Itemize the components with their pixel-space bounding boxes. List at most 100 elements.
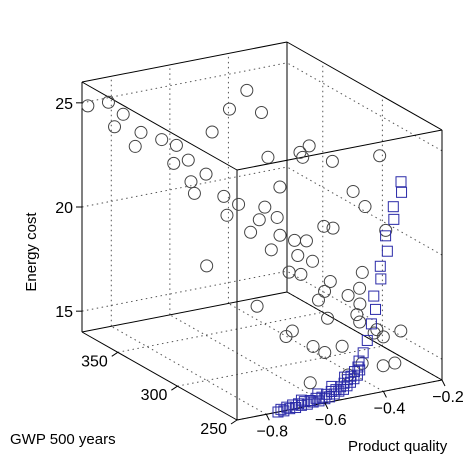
box-edge [81,291,288,333]
square-point [304,395,316,407]
square-point [301,398,313,410]
box-edge [286,291,443,381]
z-tick-label: 15 [55,304,73,321]
circle-point [81,99,95,113]
box-edge [286,41,443,131]
x-tick-label: −0.2 [432,389,464,406]
box-edges [81,41,443,421]
circle-point [134,125,148,139]
data-points [81,83,408,418]
circle-point [321,311,335,325]
circle-point [350,308,364,322]
y-tick-mark [111,351,119,357]
circle-point [346,184,360,198]
circle-point [311,293,325,307]
x-tick-label: −0.6 [315,412,347,429]
x-tick-label: −0.4 [374,400,406,417]
circle-point [355,356,369,370]
square-point [395,176,407,188]
z-axis-label: Energy cost [23,212,40,292]
x-tick-mark [265,414,270,421]
circle-point [155,133,169,147]
circle-point [167,156,181,170]
z-tick-label: 25 [55,96,73,113]
circle-point [217,189,231,203]
square-point [290,402,302,414]
y-axis-label: GWP 500 years [10,431,116,448]
circle-point [358,200,372,214]
circle-point [306,339,320,353]
square-point [342,374,354,386]
circle-point [258,200,272,214]
square-point [312,388,324,400]
circle-point [108,120,122,134]
circle-point [273,180,287,194]
square-point [313,395,325,407]
circle-point [394,324,408,338]
square-point [374,260,386,272]
square-point [278,405,290,417]
circle-point [353,281,367,295]
z-tick-label: 20 [55,200,73,217]
square-point [275,403,287,415]
tick-labels: 15 20 25 250 300 350 −0.8 −0.6 −0.4 −0.2 [55,96,464,440]
circle-point [318,284,332,298]
circle-point [335,339,349,353]
grid-line-floor-x [169,314,326,404]
square-point [281,401,293,413]
square-point [352,361,364,373]
circle-point [326,221,340,235]
circle-point [323,275,337,289]
circle-point [252,213,266,227]
square-point [381,245,393,257]
box-edge [236,129,443,171]
circle-point [296,150,310,164]
x-tick-mark [441,379,446,387]
circle-point [291,248,305,262]
grid-line-leftwall-z [81,166,288,208]
grid-line-floor-y [117,311,323,353]
circle-point [250,299,264,313]
grid-line-floor-x [111,325,267,415]
circle-point [181,153,195,167]
y-tick-label: 250 [200,421,227,438]
circle-point [240,83,254,97]
box-edge [81,41,288,83]
circle-point [270,210,284,224]
grid-line-backwall-z [286,62,443,152]
y-tick-label: 300 [141,387,168,404]
box-edge [81,331,238,421]
square-point [298,396,310,408]
circle-point [184,175,198,189]
square-point [368,290,380,302]
circle-point [379,223,393,237]
square-point [361,334,373,346]
circle-point [341,288,355,302]
grid-line-backwall-z [286,166,443,256]
circle-point [116,107,130,121]
circle-point [128,139,142,153]
x-tick-mark [382,391,387,398]
x-tick-mark [324,402,329,410]
circle-point [232,197,246,211]
circle-point [302,139,316,153]
circle-point [353,315,367,329]
square-point [338,377,350,389]
square-point [345,370,357,382]
box-edge [236,379,443,421]
circle-point [373,149,387,163]
square-point [326,380,338,392]
circle-point [199,167,213,181]
circle-point [294,267,308,281]
square-point [310,392,322,404]
y-tick-mark [171,385,178,391]
square-point [365,318,377,330]
circle-point [376,359,390,373]
circle-point [200,259,214,273]
circle-point [367,326,381,340]
grid-line-leftwall-z [81,62,288,104]
circle-point [355,265,369,279]
square-point [387,201,399,213]
circle-point [222,102,236,116]
